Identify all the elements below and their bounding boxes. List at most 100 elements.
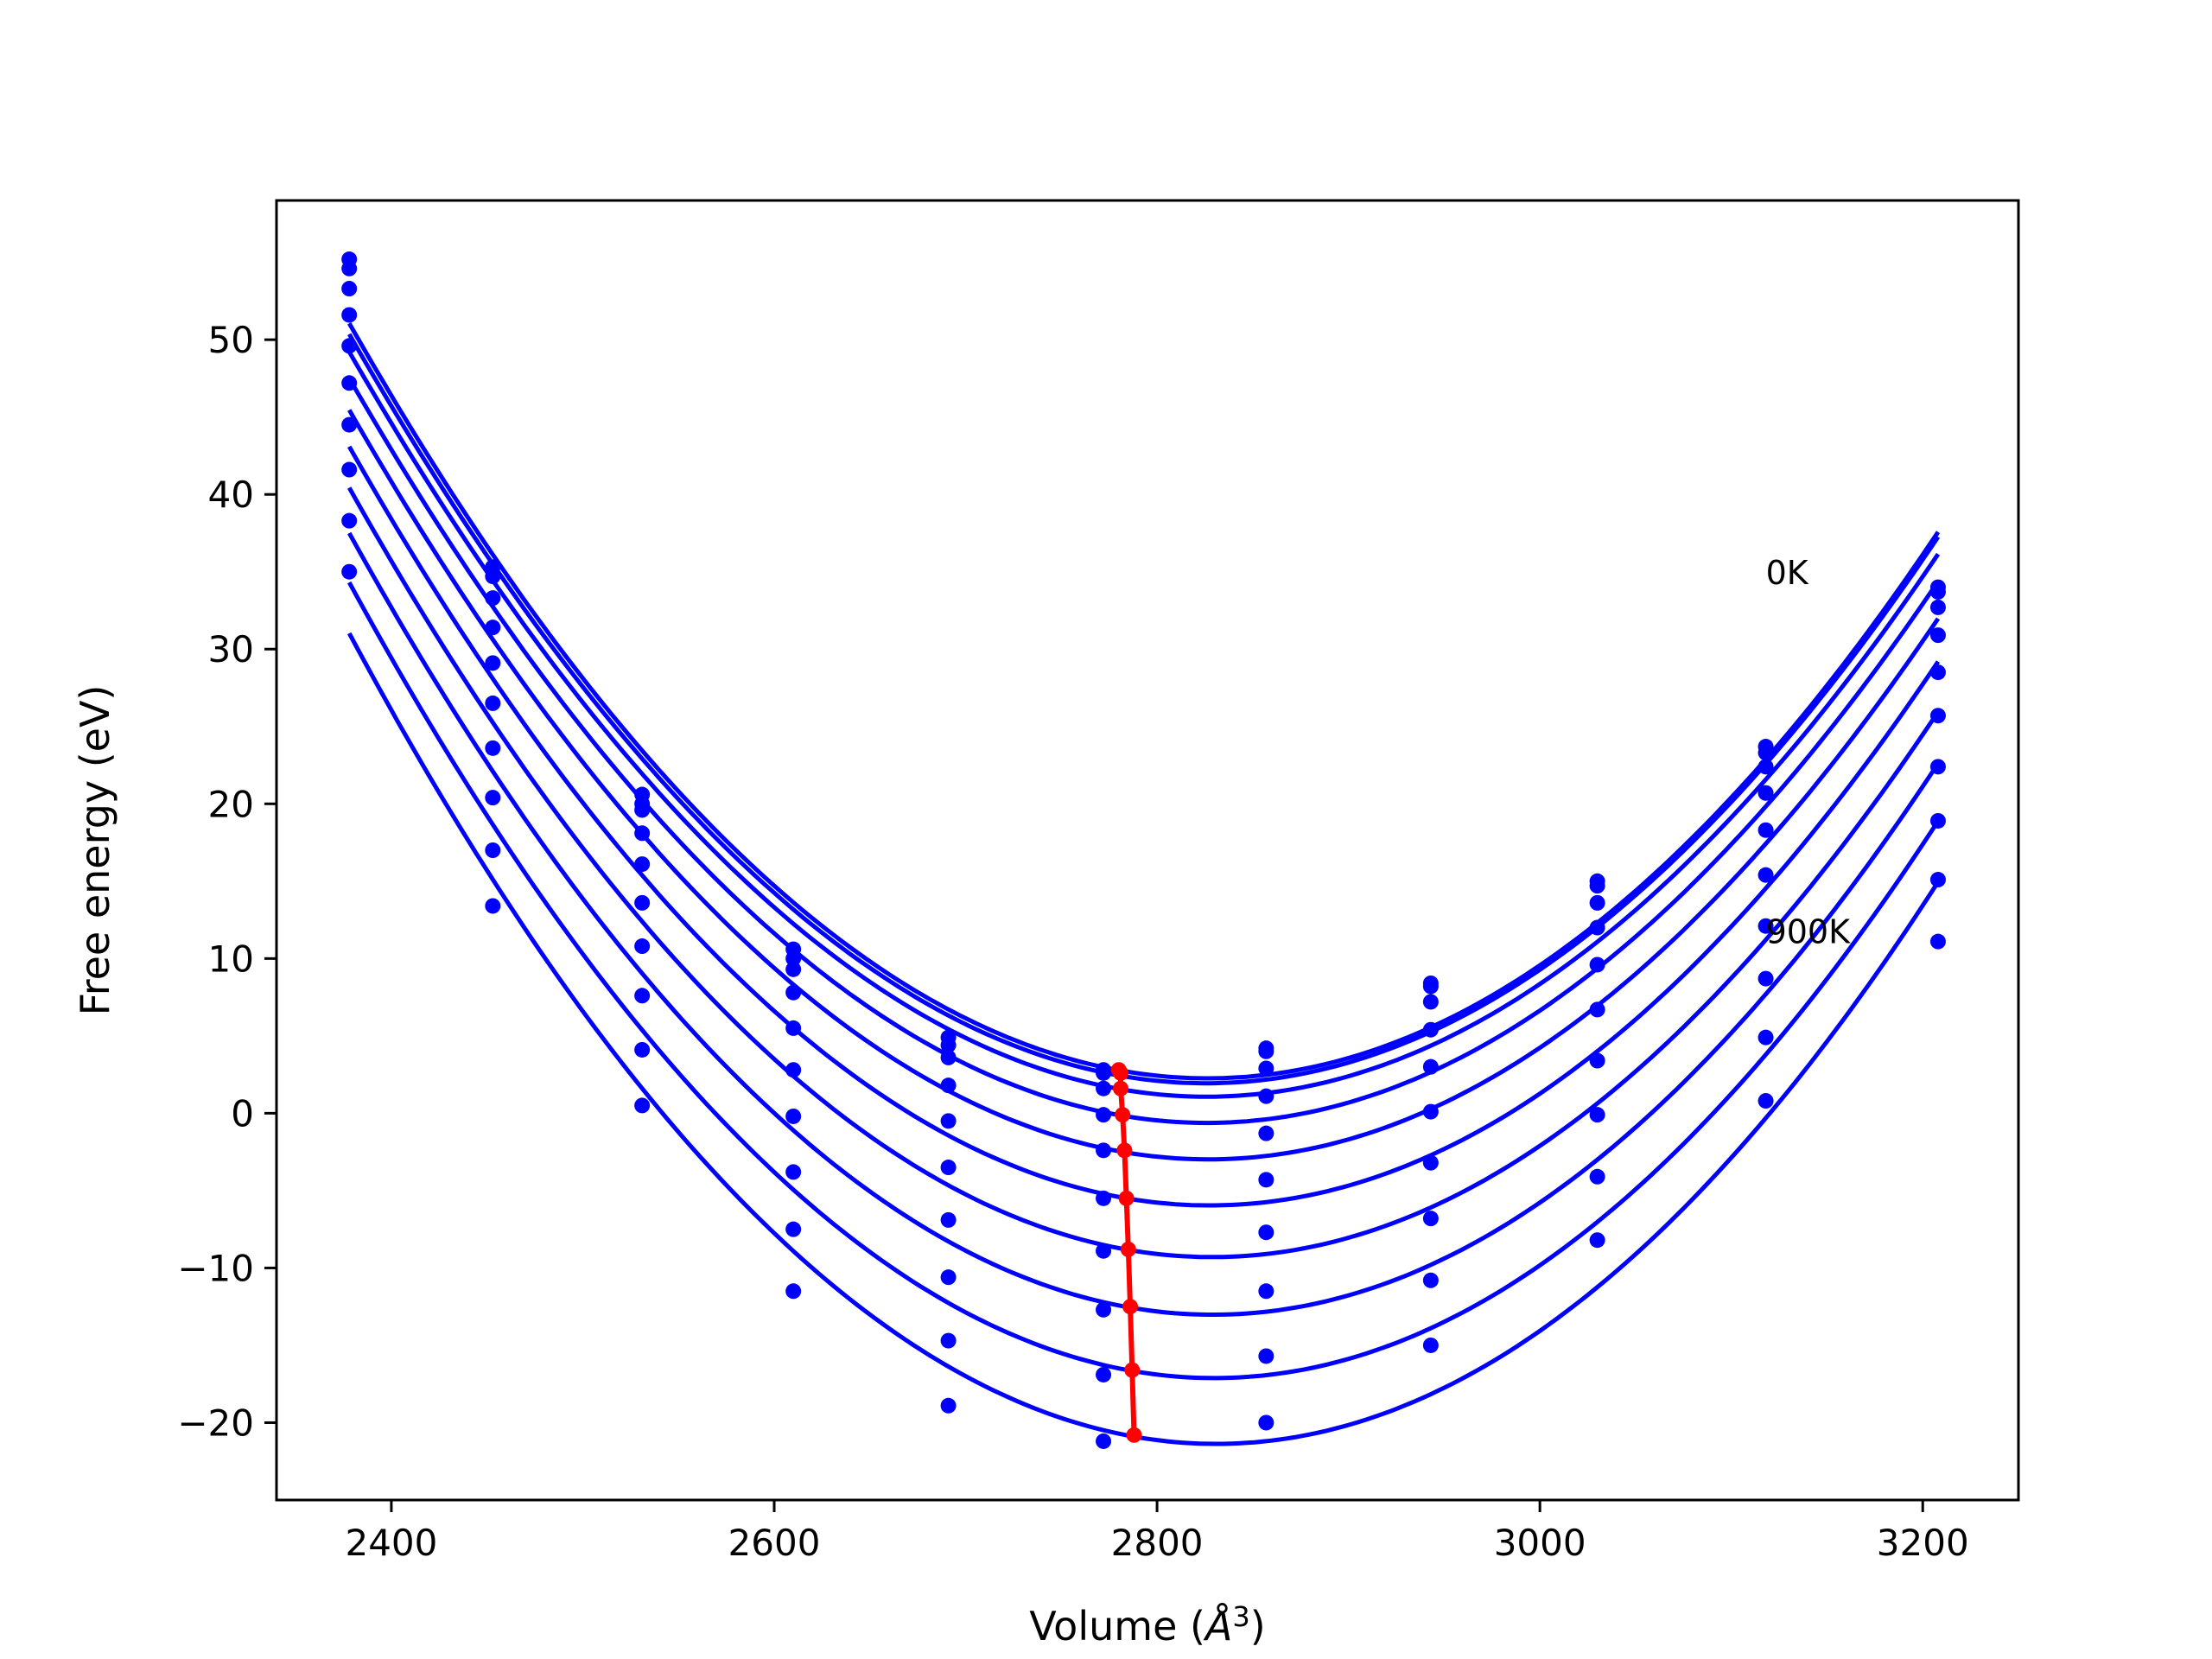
- fit-curve-1: [347, 333, 1941, 1086]
- axis-ticks: 2400 2600 2800 3000 3200 −20 −10 0 10 20 30 40 50: [177, 319, 1968, 1564]
- data-point: [634, 894, 651, 911]
- data-point: [940, 1037, 957, 1053]
- y-tick-label: −20: [177, 1402, 254, 1444]
- minimum-point: [1124, 1362, 1141, 1378]
- data-point: [1096, 1243, 1112, 1259]
- data-point: [785, 1221, 802, 1237]
- data-point: [940, 1160, 957, 1176]
- x-tick-label: 3200: [1877, 1522, 1969, 1564]
- data-point: [634, 988, 651, 1004]
- data-point: [1589, 1001, 1605, 1018]
- data-point: [1422, 1021, 1439, 1038]
- data-point: [1929, 627, 1946, 644]
- minimum-point: [1120, 1241, 1136, 1257]
- minimum-point: [1118, 1190, 1135, 1206]
- data-point: [1258, 1283, 1274, 1300]
- data-point: [1589, 1107, 1605, 1123]
- data-point: [1589, 1052, 1605, 1069]
- data-point: [341, 307, 358, 323]
- data-point: [341, 260, 358, 276]
- data-point: [1758, 759, 1774, 775]
- data-point: [1096, 1080, 1112, 1096]
- minimum-point: [1115, 1107, 1131, 1123]
- data-point: [1929, 583, 1946, 600]
- data-point: [785, 950, 802, 967]
- x-tick-label: 2800: [1111, 1522, 1204, 1564]
- data-point: [1422, 1272, 1439, 1288]
- fit-curve-3: [347, 377, 1941, 1126]
- data-point: [1422, 994, 1439, 1010]
- data-point: [1929, 872, 1946, 888]
- data-point: [341, 416, 358, 433]
- data-point: [634, 825, 651, 842]
- data-point: [485, 842, 501, 858]
- data-point: [341, 563, 358, 580]
- data-point: [1258, 1043, 1274, 1059]
- fit-curve-4: [347, 409, 1941, 1162]
- data-point: [634, 938, 651, 955]
- data-point: [1758, 1093, 1774, 1109]
- data-point: [940, 1332, 957, 1349]
- minimum-point: [1116, 1142, 1133, 1159]
- data-point: [1929, 812, 1946, 829]
- y-tick-label: 20: [208, 783, 254, 825]
- data-point: [785, 1283, 802, 1300]
- fit-curve-6: [347, 486, 1941, 1260]
- annotation-0k: 0K: [1766, 554, 1809, 592]
- data-point: [1096, 1065, 1112, 1081]
- fit-curve-8: [347, 581, 1941, 1381]
- data-point: [785, 1108, 802, 1124]
- data-point: [1758, 1029, 1774, 1046]
- data-point: [1589, 894, 1605, 911]
- data-point: [1096, 1107, 1112, 1123]
- data-point: [940, 1049, 957, 1065]
- data-point: [485, 590, 501, 607]
- y-tick-label: 50: [208, 319, 254, 361]
- annotation-900k: 900K: [1766, 912, 1852, 950]
- data-point: [1258, 1088, 1274, 1104]
- y-tick-label: 10: [208, 938, 254, 980]
- data-point: [785, 1164, 802, 1180]
- data-point: [940, 1211, 957, 1228]
- data-point: [634, 856, 651, 873]
- data-point: [1589, 919, 1605, 936]
- data-point: [341, 512, 358, 529]
- data-point: [341, 461, 358, 478]
- data-point: [1758, 970, 1774, 987]
- y-tick-label: −10: [177, 1247, 254, 1289]
- x-axis-label: Volume (Å3): [1029, 1600, 1265, 1649]
- axes-frame: [275, 199, 2020, 1502]
- data-point: [485, 620, 501, 636]
- data-point: [1758, 822, 1774, 838]
- data-point: [1258, 1125, 1274, 1141]
- data-point: [1422, 978, 1439, 995]
- data-point: [485, 655, 501, 671]
- data-point: [1589, 1232, 1605, 1249]
- minimum-point: [1122, 1299, 1139, 1315]
- minimum-point: [1126, 1427, 1142, 1443]
- fit-curve-2: [347, 350, 1941, 1099]
- data-point: [1929, 664, 1946, 681]
- data-point: [940, 1077, 957, 1094]
- minimum-point: [1112, 1080, 1128, 1096]
- data-point: [1258, 1172, 1274, 1188]
- data-point: [1929, 599, 1946, 615]
- data-point: [341, 281, 358, 297]
- data-point: [1589, 957, 1605, 973]
- data-point: [940, 1269, 957, 1286]
- data-point: [634, 1041, 651, 1058]
- data-point: [485, 695, 501, 711]
- data-point: [785, 961, 802, 977]
- x-tick-label: 2600: [728, 1522, 821, 1564]
- data-point: [1096, 1433, 1112, 1449]
- fit-curve-5: [347, 445, 1941, 1208]
- data-point: [1422, 1211, 1439, 1227]
- data-point: [1096, 1366, 1112, 1382]
- equilibrium-line: [1110, 1062, 1142, 1443]
- data-point: [1096, 1190, 1112, 1206]
- data-point: [1096, 1142, 1112, 1159]
- data-point: [785, 1020, 802, 1036]
- x-tick-label: 3000: [1494, 1522, 1586, 1564]
- data-point: [940, 1113, 957, 1129]
